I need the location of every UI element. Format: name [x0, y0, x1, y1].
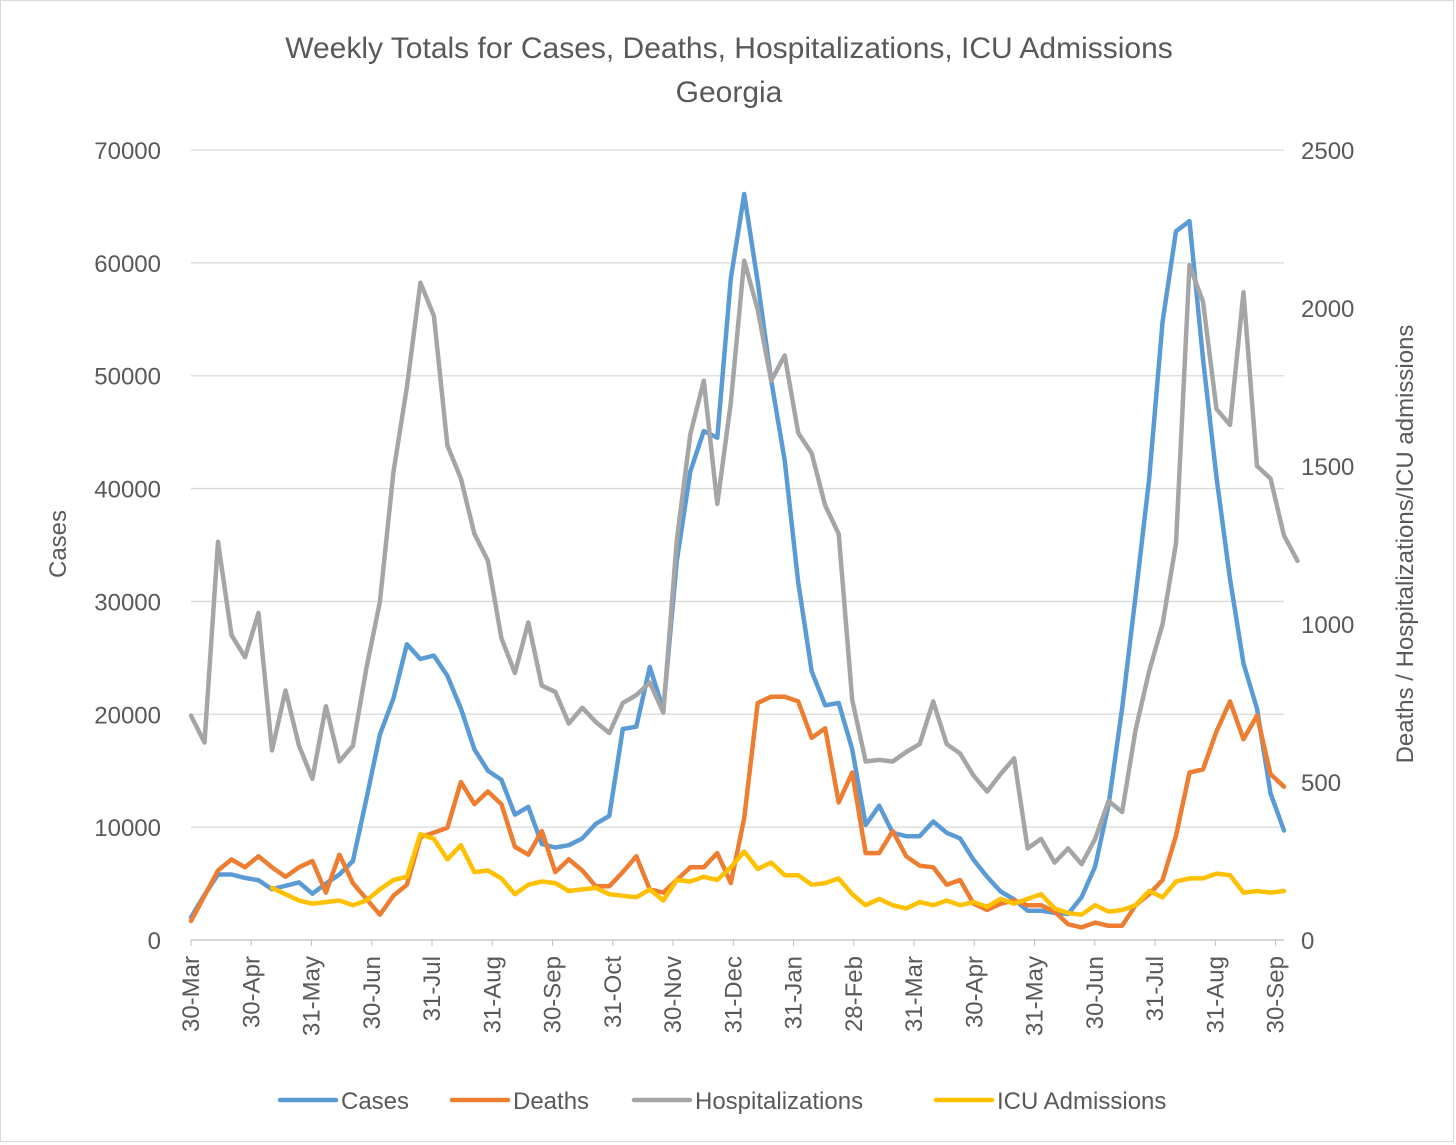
x-tick-label: 30-Jun	[1082, 956, 1109, 1029]
x-tick-label: 31-Jan	[781, 956, 808, 1029]
y2-tick-label: 1500	[1301, 454, 1354, 481]
series-lines	[188, 191, 1300, 930]
chart-title: Weekly Totals for Cases, Deaths, Hospita…	[285, 32, 1173, 65]
left-axis-ticks: 0 10000 20000 30000 40000 50000 60000 70000	[94, 138, 161, 955]
x-tick-label: 31-Mar	[901, 956, 928, 1032]
legend-label: Cases	[341, 1088, 409, 1115]
y2-tick-label: 1000	[1301, 612, 1354, 639]
x-tick-label: 30-Jun	[359, 956, 386, 1029]
y2-tick-label: 2500	[1301, 138, 1354, 165]
y2-tick-label: 500	[1301, 770, 1341, 797]
x-tick-label: 30-Mar	[178, 956, 205, 1032]
legend-label: Hospitalizations	[695, 1088, 863, 1115]
y-tick-label: 50000	[94, 364, 161, 391]
x-tick-label: 28-Feb	[841, 956, 868, 1032]
chart-subtitle: Georgia	[676, 76, 783, 109]
gridlines	[191, 149, 1284, 941]
x-tick-label: 30-Apr	[961, 956, 988, 1028]
y-tick-label: 60000	[94, 251, 161, 278]
legend-label: ICU Admissions	[997, 1088, 1166, 1115]
x-tick-label: 31-Jul	[1142, 956, 1169, 1021]
y-tick-label: 20000	[94, 702, 161, 729]
y-tick-label: 10000	[94, 815, 161, 842]
x-tick-label: 31-Dec	[720, 956, 747, 1033]
series-line-cases	[188, 191, 1287, 920]
x-tick-label: 31-Oct	[600, 956, 627, 1028]
series-line-hospitalizations	[188, 258, 1300, 867]
x-tick-label: 31-May	[1022, 956, 1049, 1036]
y2-tick-label: 2000	[1301, 296, 1354, 323]
y-tick-label: 70000	[94, 138, 161, 165]
series-line-icu-admissions	[269, 831, 1287, 917]
x-tick-label: 31-Aug	[479, 956, 506, 1033]
y-tick-label: 30000	[94, 589, 161, 616]
x-tick-label: 30-Apr	[238, 956, 265, 1028]
x-tick-label: 30-Sep	[540, 956, 567, 1033]
y2-tick-label: 0	[1301, 928, 1314, 955]
right-axis-title: Deaths / Hospitalizations/ICU admissions	[1392, 325, 1419, 764]
legend: Cases Deaths Hospitalizations ICU Admission…	[277, 1088, 1166, 1115]
x-tick-label: 30-Nov	[660, 956, 687, 1033]
x-tick-label: 31-Aug	[1202, 956, 1229, 1033]
y-tick-label: 0	[148, 928, 161, 955]
series-line-deaths	[188, 694, 1287, 930]
x-tick-label: 31-May	[299, 956, 326, 1036]
y-tick-label: 40000	[94, 477, 161, 504]
legend-label: Deaths	[513, 1088, 589, 1115]
x-tick-label: 30-Sep	[1263, 956, 1290, 1033]
right-axis-ticks: 0 500 1000 1500 2000 2500	[1301, 138, 1354, 955]
left-axis-title: Cases	[45, 510, 72, 578]
x-axis-ticks: 30-Mar 30-Apr 31-May 30-Jun 31-Jul 31-Aug 30-S…	[178, 940, 1290, 1036]
x-tick-label: 31-Jul	[419, 956, 446, 1021]
